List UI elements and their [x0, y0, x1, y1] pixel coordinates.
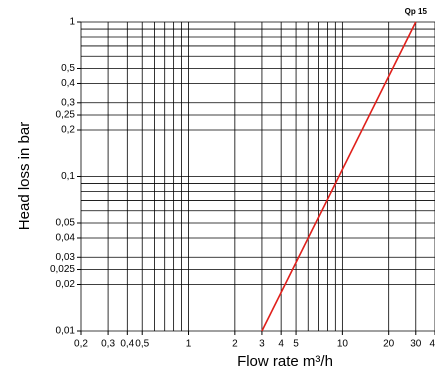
y-axis-title: Head loss in bar — [16, 122, 33, 230]
x-tick-label: 0,2 — [74, 339, 88, 350]
x-tick-label: 4 — [278, 339, 284, 350]
y-tick-label: 0,02 — [56, 279, 76, 290]
x-tick-label: 0,4 — [120, 339, 134, 350]
y-tick-label: 0,2 — [61, 125, 75, 136]
y-tick-label: 0,3 — [61, 97, 75, 108]
x-tick-label: 10 — [337, 339, 349, 350]
y-tick-label: 0,1 — [61, 171, 75, 182]
x-tick-label: 0,3 — [101, 339, 115, 350]
y-tick-label: 0,05 — [56, 218, 76, 229]
x-tick-label: 30 — [410, 339, 422, 350]
x-tick-label: 3 — [259, 339, 265, 350]
y-tick-label: 0,04 — [56, 233, 76, 244]
y-tick-label: 1 — [69, 17, 75, 28]
series-line — [261, 21, 417, 332]
y-tick-label: 0,03 — [56, 252, 76, 263]
x-axis-title: Flow rate m³/h — [237, 353, 333, 370]
y-tick-label: 0,25 — [56, 110, 76, 121]
y-tick-label: 0,4 — [61, 78, 75, 89]
series-label: Qp 15 — [405, 7, 428, 16]
x-tick-label: 40 — [429, 339, 435, 350]
y-tick-label: 0,025 — [50, 264, 75, 275]
x-tick-label: 0,5 — [135, 339, 149, 350]
y-tick-label: 0,01 — [56, 326, 76, 337]
x-tick-label: 2 — [232, 339, 238, 350]
x-tick-label: 20 — [383, 339, 395, 350]
y-tick-label: 0,5 — [61, 63, 75, 74]
x-tick-label: 1 — [186, 339, 192, 350]
x-tick-label: 5 — [293, 339, 299, 350]
